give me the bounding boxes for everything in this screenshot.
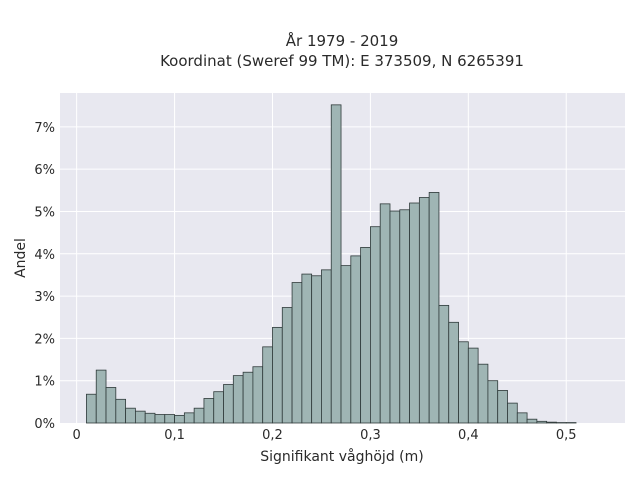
x-tick-label: 0,3 xyxy=(360,428,381,443)
x-tick-label: 0,4 xyxy=(458,428,479,443)
histogram-bar xyxy=(330,104,342,424)
histogram-bar xyxy=(174,414,185,424)
histogram-bar xyxy=(281,307,293,424)
histogram-bar xyxy=(389,210,401,424)
histogram-bar xyxy=(223,384,234,424)
histogram-bar xyxy=(144,412,156,424)
histogram-bar xyxy=(360,247,371,424)
histogram-bar xyxy=(467,347,479,424)
histogram-bar xyxy=(487,380,499,424)
y-tick-label: 4% xyxy=(34,248,55,263)
x-axis-label: Signifikant våghöjd (m) xyxy=(260,448,423,465)
histogram-bar xyxy=(438,304,450,424)
histogram-bar xyxy=(115,398,127,424)
histogram-bar xyxy=(516,412,528,424)
y-tick-label: 1% xyxy=(34,375,55,390)
y-tick-label: 5% xyxy=(34,205,55,220)
chart-title-line-2: Koordinat (Sweref 99 TM): E 373509, N 62… xyxy=(160,52,524,70)
axis-ticks: 0% 1% 2% 3% 4% 5% 6% 7% 0 0,1 0,2 0,3 0,4 0,5 xyxy=(34,121,576,443)
histogram-bar xyxy=(272,326,283,424)
histogram-bar xyxy=(203,398,215,424)
histogram-bar xyxy=(497,390,508,424)
histogram-bar xyxy=(262,346,273,424)
histogram-bar xyxy=(458,341,469,424)
histogram-bar xyxy=(193,407,205,424)
histogram-bar xyxy=(95,369,107,424)
histogram-bars xyxy=(86,104,577,424)
y-tick-label: 7% xyxy=(34,121,55,136)
histogram-bar xyxy=(477,363,489,424)
histogram-bar xyxy=(409,202,420,424)
histogram-bar xyxy=(448,321,459,424)
y-tick-label: 2% xyxy=(34,332,55,347)
histogram-bar xyxy=(321,269,332,424)
histogram-bar xyxy=(350,255,362,424)
x-tick-label: 0,1 xyxy=(164,428,185,443)
histogram-bar xyxy=(291,282,303,424)
histogram-bar xyxy=(428,192,440,424)
histogram-bar xyxy=(379,203,391,424)
histogram-bar xyxy=(105,387,117,424)
histogram-bar xyxy=(125,407,136,424)
histogram-bar xyxy=(134,410,146,424)
histogram-bar xyxy=(507,402,518,424)
histogram-bar xyxy=(252,366,264,424)
histogram-bar xyxy=(86,393,97,424)
histogram-bar xyxy=(546,421,557,424)
histogram-bar xyxy=(370,226,381,424)
histogram-bar xyxy=(164,414,175,424)
y-tick-label: 3% xyxy=(34,290,55,305)
y-tick-label: 6% xyxy=(34,163,55,178)
histogram-bar xyxy=(526,418,538,424)
y-axis-label: Andel xyxy=(13,238,29,278)
histogram-bar xyxy=(242,371,254,424)
histogram-bar xyxy=(399,209,410,424)
histogram-bar xyxy=(340,265,352,424)
histogram-bar xyxy=(232,375,244,424)
x-tick-label: 0 xyxy=(73,428,81,443)
x-tick-label: 0,2 xyxy=(262,428,283,443)
y-tick-label: 0% xyxy=(34,417,55,432)
chart-title-line-1: År 1979 - 2019 xyxy=(286,31,399,50)
histogram-bar xyxy=(154,414,166,424)
histogram-bar xyxy=(536,420,548,424)
histogram-bar xyxy=(311,275,322,424)
histogram-bar xyxy=(183,412,195,424)
histogram-bar xyxy=(301,273,313,424)
x-tick-label: 0,5 xyxy=(556,428,577,443)
histogram-bar xyxy=(418,197,430,424)
histogram-bar xyxy=(213,391,224,424)
